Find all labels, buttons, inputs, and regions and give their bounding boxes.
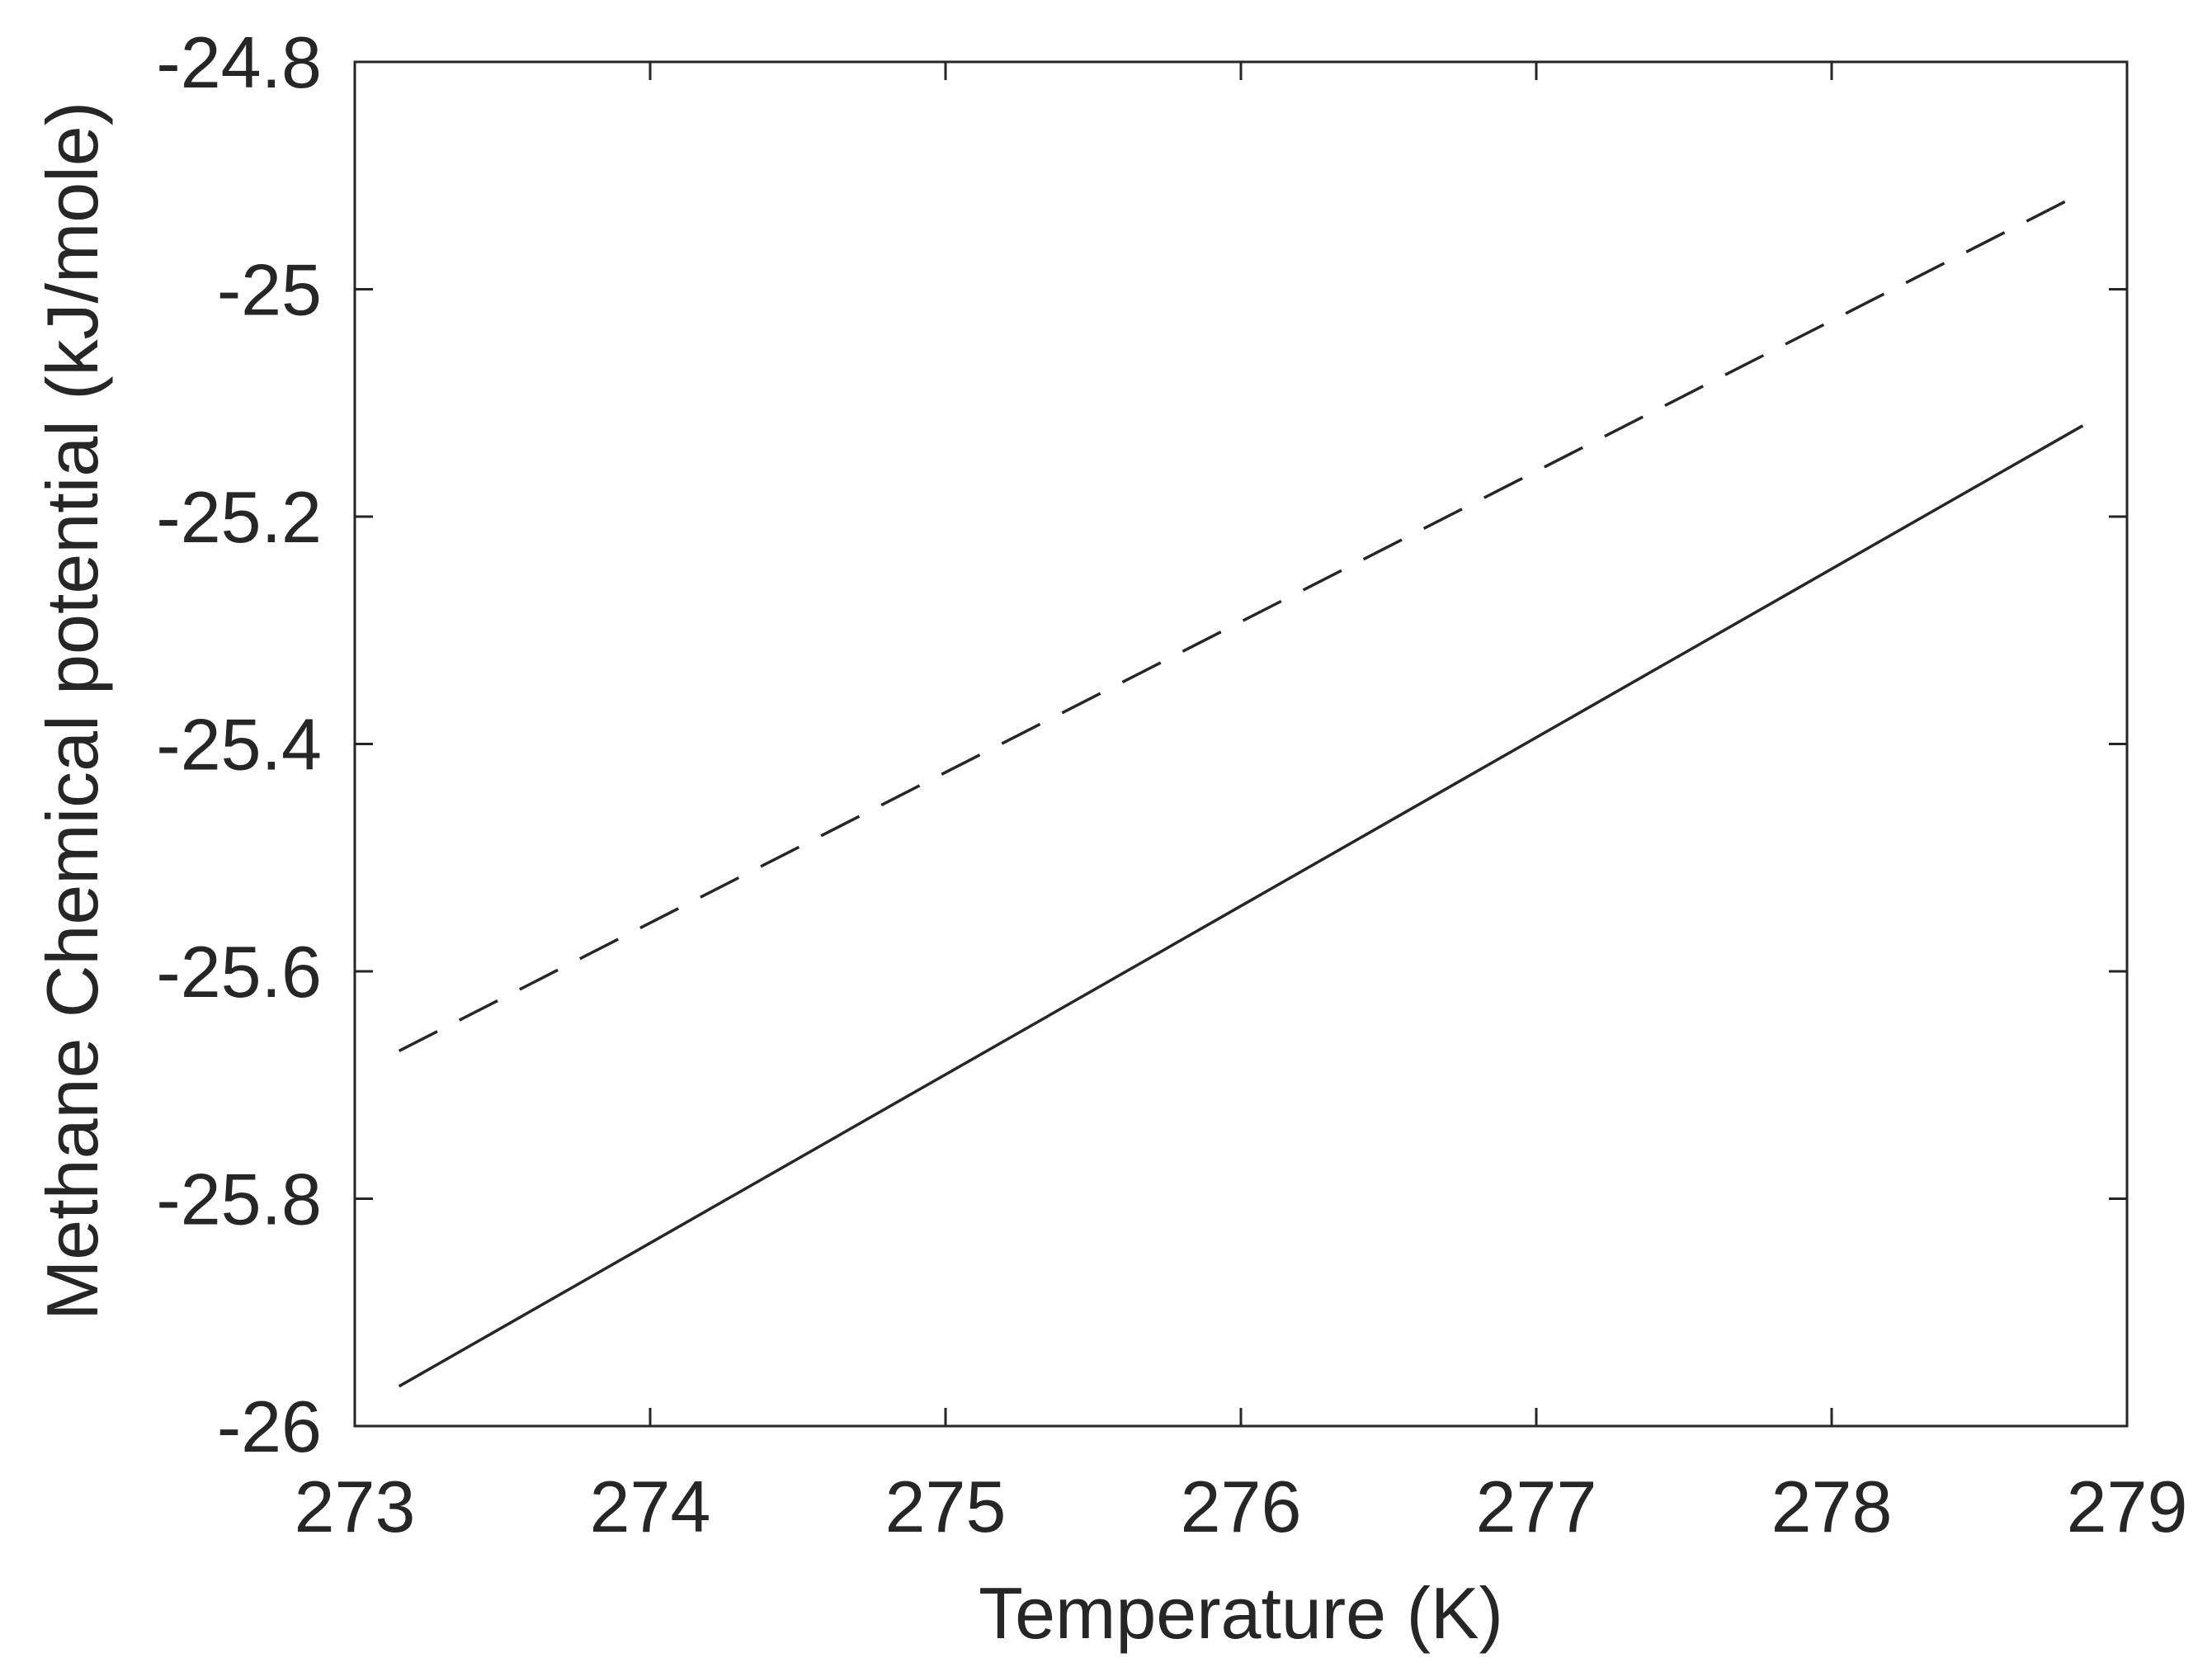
x-tick-label: 274 (590, 1466, 711, 1547)
y-tick-label: -24.8 (156, 21, 322, 103)
x-axis: 273 274 275 276 277 278 279 (295, 62, 2188, 1547)
solid-series-line (398, 424, 2084, 1388)
x-tick-label: 279 (2067, 1466, 2188, 1547)
y-tick-label: -26 (217, 1386, 322, 1467)
dashed-series-line (398, 191, 2084, 1052)
x-tick-label: 276 (1181, 1466, 1302, 1547)
y-tick-label: -25 (217, 249, 322, 331)
x-tick-label: 273 (295, 1466, 416, 1547)
y-tick-label: -25.4 (156, 704, 322, 786)
y-axis-title: Methane Chemical potential (kJ/mole) (31, 102, 113, 1320)
y-tick-label: -25.6 (156, 931, 322, 1013)
y-tick-label: -25.8 (156, 1159, 322, 1240)
y-axis: -24.8 -25 -25.2 -25.4 -25.6 -25.8 -26 (156, 21, 2127, 1467)
y-tick-label: -25.2 (156, 476, 322, 558)
series-layer (398, 191, 2084, 1388)
x-axis-title: Temperature (K) (979, 1572, 1503, 1654)
x-tick-label: 278 (1771, 1466, 1893, 1547)
x-tick-label: 277 (1476, 1466, 1597, 1547)
x-tick-label: 275 (885, 1466, 1007, 1547)
